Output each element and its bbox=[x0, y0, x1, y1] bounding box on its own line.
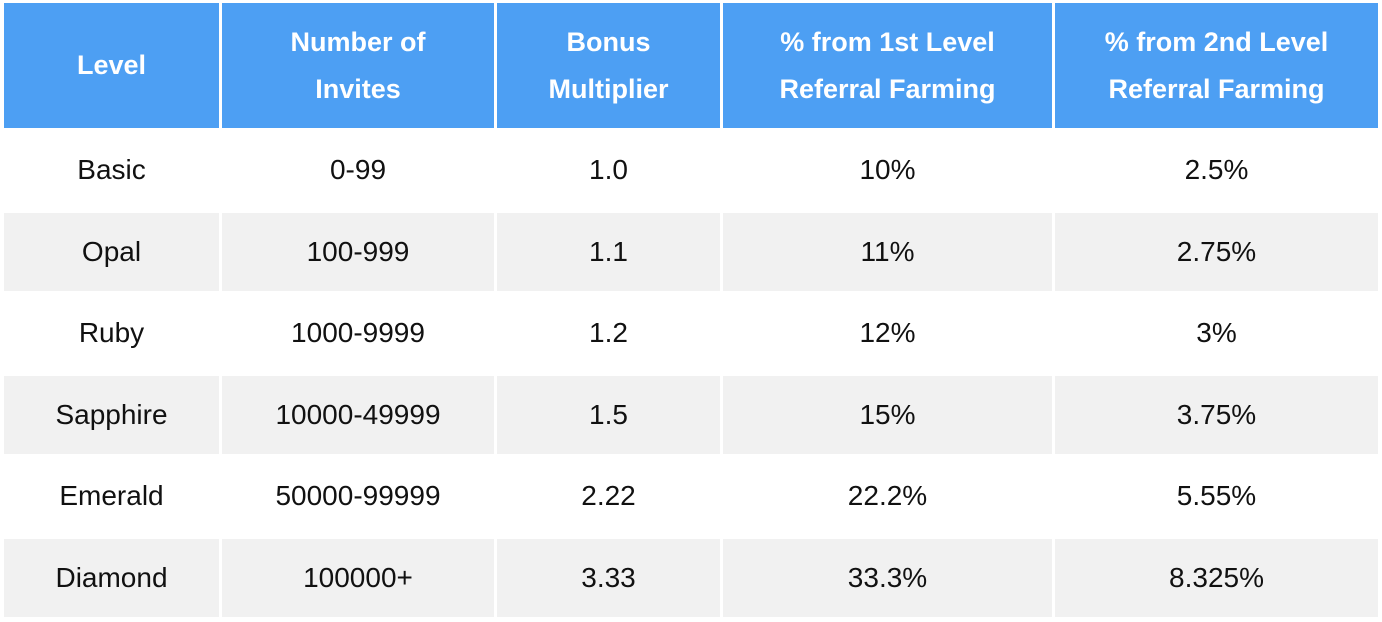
cell-level: Opal bbox=[4, 209, 222, 291]
header-second-level-line-1: % from 2nd Level bbox=[1104, 26, 1329, 57]
table-body: Basic 0-99 1.0 10% 2.5% Opal 100-999 1.1… bbox=[4, 128, 1378, 617]
cell-level: Emerald bbox=[4, 454, 222, 536]
cell-first-level: 22.2% bbox=[723, 454, 1055, 536]
table-row: Emerald 50000-99999 2.22 22.2% 5.55% bbox=[4, 454, 1378, 536]
cell-invites: 0-99 bbox=[222, 128, 497, 210]
table-row: Sapphire 10000-49999 1.5 15% 3.75% bbox=[4, 372, 1378, 454]
cell-first-level: 10% bbox=[723, 128, 1055, 210]
cell-multiplier: 1.1 bbox=[497, 209, 723, 291]
table-row: Diamond 100000+ 3.33 33.3% 8.325% bbox=[4, 535, 1378, 617]
cell-multiplier: 3.33 bbox=[497, 535, 723, 617]
table-row: Opal 100-999 1.1 11% 2.75% bbox=[4, 209, 1378, 291]
table-header: Level Number of Invites Bonus Multiplier… bbox=[4, 3, 1378, 128]
cell-second-level: 3% bbox=[1055, 291, 1378, 373]
cell-first-level: 12% bbox=[723, 291, 1055, 373]
cell-multiplier: 1.2 bbox=[497, 291, 723, 373]
header-bonus-multiplier: Bonus Multiplier bbox=[497, 3, 723, 128]
cell-second-level: 5.55% bbox=[1055, 454, 1378, 536]
cell-invites: 100-999 bbox=[222, 209, 497, 291]
cell-first-level: 33.3% bbox=[723, 535, 1055, 617]
cell-invites: 1000-9999 bbox=[222, 291, 497, 373]
cell-multiplier: 1.0 bbox=[497, 128, 723, 210]
header-bonus-line-2: Multiplier bbox=[548, 73, 669, 104]
header-bonus-line-1: Bonus bbox=[566, 26, 651, 57]
cell-level: Sapphire bbox=[4, 372, 222, 454]
cell-second-level: 8.325% bbox=[1055, 535, 1378, 617]
referral-levels-table-container: Level Number of Invites Bonus Multiplier… bbox=[4, 3, 1378, 617]
table-row: Basic 0-99 1.0 10% 2.5% bbox=[4, 128, 1378, 210]
header-first-level-line-2: Referral Farming bbox=[779, 73, 996, 104]
table-row: Ruby 1000-9999 1.2 12% 3% bbox=[4, 291, 1378, 373]
header-second-level-line-2: Referral Farming bbox=[1108, 73, 1325, 104]
header-invites-line-1: Number of bbox=[290, 26, 426, 57]
cell-first-level: 15% bbox=[723, 372, 1055, 454]
header-first-level-farming: % from 1st Level Referral Farming bbox=[723, 3, 1055, 128]
header-invites-line-2: Invites bbox=[315, 73, 401, 104]
cell-invites: 50000-99999 bbox=[222, 454, 497, 536]
header-level: Level bbox=[4, 3, 222, 128]
cell-level: Ruby bbox=[4, 291, 222, 373]
header-row: Level Number of Invites Bonus Multiplier… bbox=[4, 3, 1378, 128]
header-number-of-invites: Number of Invites bbox=[222, 3, 497, 128]
cell-first-level: 11% bbox=[723, 209, 1055, 291]
cell-second-level: 3.75% bbox=[1055, 372, 1378, 454]
cell-invites: 100000+ bbox=[222, 535, 497, 617]
cell-invites: 10000-49999 bbox=[222, 372, 497, 454]
cell-second-level: 2.5% bbox=[1055, 128, 1378, 210]
header-first-level-line-1: % from 1st Level bbox=[780, 26, 995, 57]
referral-levels-table: Level Number of Invites Bonus Multiplier… bbox=[4, 3, 1378, 617]
header-level-line-1: Level bbox=[76, 50, 147, 80]
cell-level: Diamond bbox=[4, 535, 222, 617]
cell-level: Basic bbox=[4, 128, 222, 210]
header-second-level-farming: % from 2nd Level Referral Farming bbox=[1055, 3, 1378, 128]
cell-multiplier: 1.5 bbox=[497, 372, 723, 454]
cell-second-level: 2.75% bbox=[1055, 209, 1378, 291]
cell-multiplier: 2.22 bbox=[497, 454, 723, 536]
